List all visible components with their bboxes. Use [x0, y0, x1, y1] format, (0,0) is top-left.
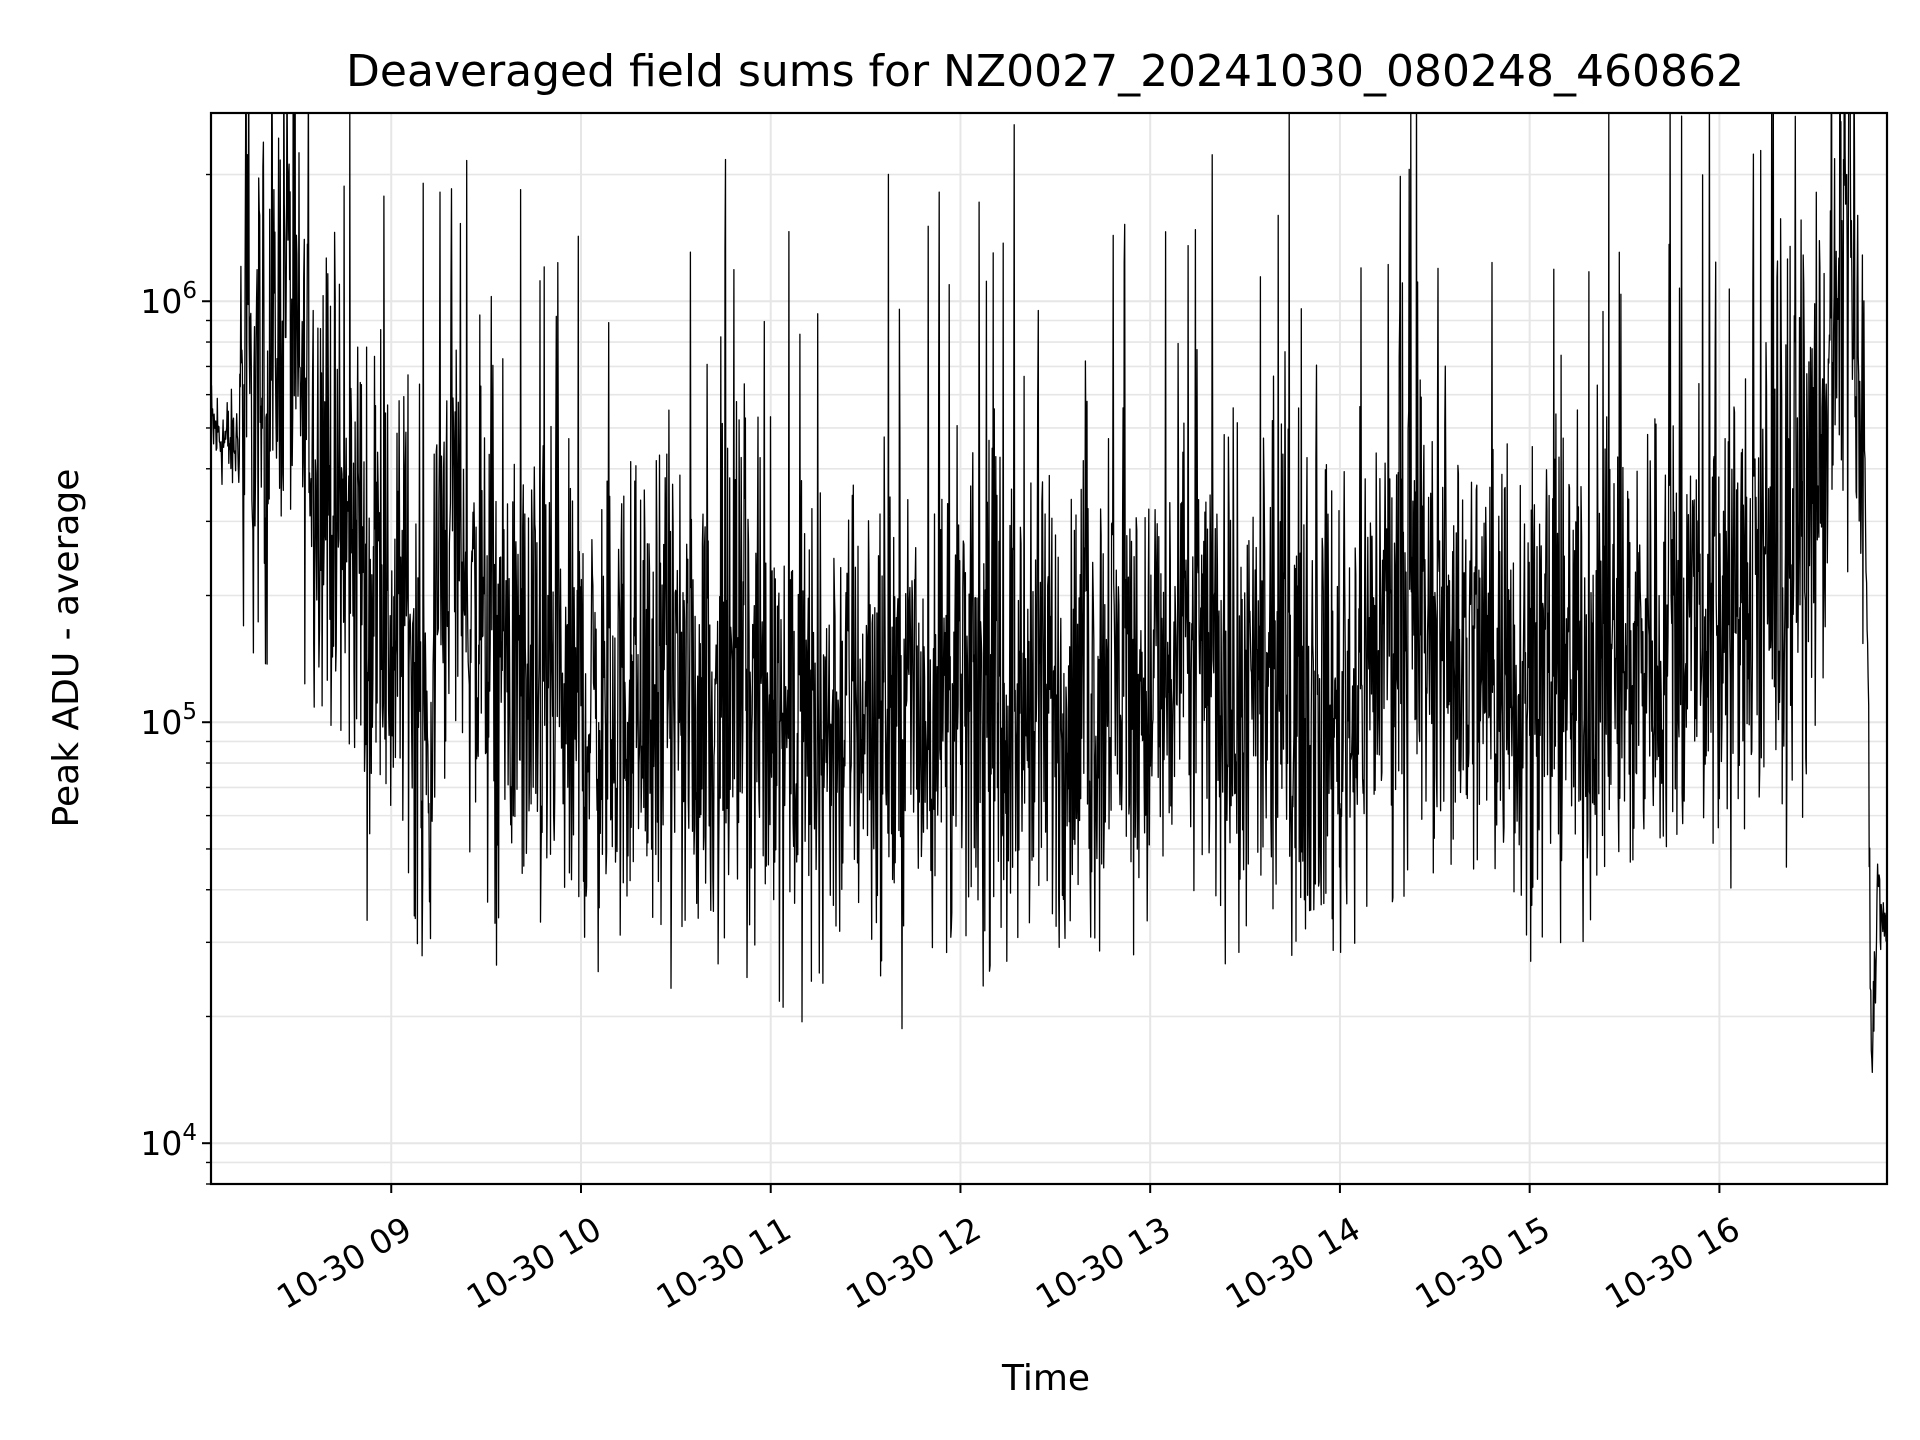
x-tick-label: 10-30 09 [270, 1209, 418, 1317]
x-tick-label: 10-30 13 [1029, 1209, 1177, 1317]
x-tick-label: 10-30 16 [1598, 1209, 1746, 1317]
plot-frame [209, 111, 1889, 1186]
y-tick-label: 104 [140, 1120, 197, 1163]
x-tick-label: 10-30 10 [460, 1209, 608, 1317]
x-axis: 10-30 09 10-30 10 10-30 11 10-30 12 10-30 13… [270, 1184, 1746, 1317]
y-tick-label: 106 [140, 278, 197, 321]
x-tick-label: 10-30 11 [650, 1209, 798, 1317]
x-tick-label: 10-30 12 [839, 1209, 987, 1317]
series-line [211, 113, 1887, 1074]
x-axis-label: Time [1001, 1358, 1090, 1399]
chart-title: Deaveraged field sums for NZ0027_2024103… [346, 46, 1744, 97]
x-tick-label: 10-30 15 [1409, 1209, 1557, 1317]
y-tick-label: 105 [140, 699, 197, 742]
x-tick-label: 10-30 14 [1219, 1209, 1367, 1317]
plot-area [211, 113, 1887, 1074]
y-axis: 104 105 106 [140, 173, 211, 1185]
y-axis-label: Peak ADU - average [46, 469, 87, 828]
